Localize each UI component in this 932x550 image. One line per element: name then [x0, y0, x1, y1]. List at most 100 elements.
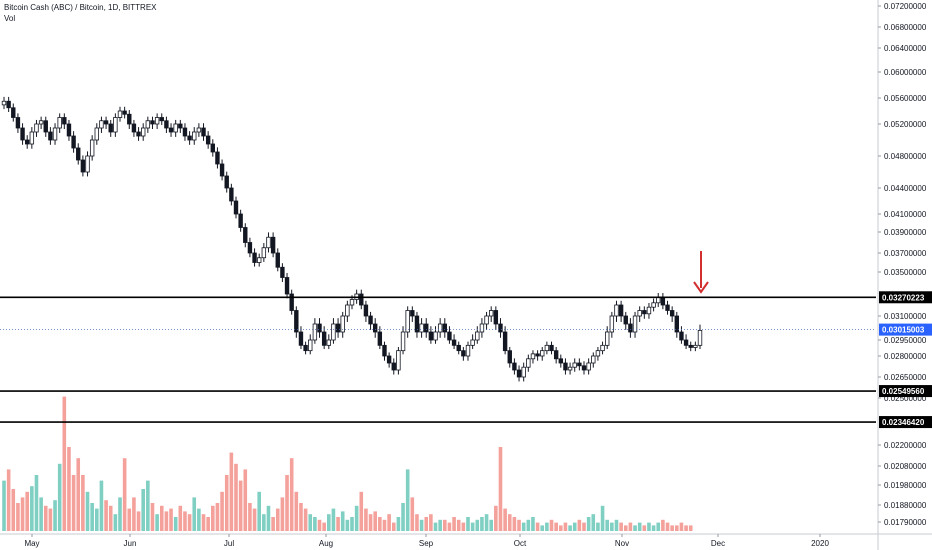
candle [29, 127, 35, 149]
candle [103, 116, 109, 129]
candle [614, 300, 619, 322]
volume-bar [285, 475, 289, 531]
volume-bar [224, 475, 229, 531]
candle-body [308, 339, 313, 352]
candle-body [530, 353, 536, 360]
candle [331, 318, 336, 344]
volume-bar [475, 519, 480, 531]
candle [150, 116, 155, 129]
candle-body [205, 135, 211, 145]
candle [261, 243, 267, 262]
candle [502, 326, 508, 355]
volume-bar [43, 505, 48, 531]
y-tick-label: 0.02950000 [884, 336, 927, 345]
volume-bar [108, 505, 113, 531]
candle-body [651, 302, 656, 308]
candle [447, 326, 452, 344]
candle [76, 143, 81, 165]
volume-bar [350, 517, 354, 531]
candle [48, 127, 53, 145]
level-tag [879, 291, 932, 304]
volume-bar [169, 508, 173, 531]
candle-body [71, 135, 76, 149]
candle-body [605, 331, 610, 346]
candle [437, 318, 443, 338]
candle [335, 318, 341, 338]
candle-body [20, 127, 25, 141]
candle-body [465, 344, 471, 357]
y-tick-label: 0.05200000 [884, 120, 927, 129]
y-tick-label: 0.03500000 [884, 268, 927, 277]
volume-bar [415, 514, 419, 531]
candle-body [345, 304, 350, 317]
volume-bar [354, 505, 359, 531]
volume-bar [71, 475, 76, 531]
volume-bar [34, 475, 39, 531]
candle-body [688, 344, 693, 348]
candle [558, 354, 563, 368]
candle-body [581, 365, 587, 371]
arrow-head [693, 281, 709, 294]
candle [57, 113, 62, 133]
candle-body [391, 362, 396, 371]
candle [270, 232, 276, 258]
volume-bar [531, 517, 535, 531]
candle-body [284, 277, 290, 295]
volume-bar [299, 503, 303, 531]
candle-body [43, 120, 48, 133]
candle [256, 253, 262, 267]
candle-body [410, 310, 415, 317]
candle-body [669, 310, 675, 317]
candle-body [168, 127, 174, 133]
chart-title: Bitcoin Cash (ABC) / Bitcoin, 1D, BITTRE… [4, 3, 157, 12]
annotation-arrow [693, 251, 709, 294]
candle [586, 358, 591, 375]
candle-body [89, 139, 95, 157]
candle [89, 135, 95, 161]
candle-body [618, 304, 624, 317]
y-tick-label: 0.03900000 [884, 228, 927, 237]
volume-bar [220, 491, 224, 531]
candle-body [414, 315, 420, 333]
candle-body [1, 100, 7, 106]
volume-bar [507, 514, 512, 531]
candle-body [122, 110, 127, 115]
candle-body [405, 310, 410, 333]
candle [312, 318, 318, 344]
volume-bar [600, 505, 605, 531]
volume-bar [340, 511, 345, 531]
volume-bar [456, 519, 461, 531]
candle [178, 119, 183, 133]
volume-bar [582, 522, 586, 531]
candle [201, 123, 206, 141]
candle [516, 365, 522, 382]
candle-body [632, 315, 638, 333]
volume-bar [586, 517, 591, 531]
volume-bar [364, 508, 368, 531]
volume-bar [489, 519, 493, 531]
candle [442, 318, 447, 338]
candle [66, 119, 72, 141]
volume-bar [67, 447, 71, 531]
candle-body [127, 113, 132, 125]
candle-body [321, 331, 327, 346]
candle [173, 119, 178, 137]
candle [131, 119, 137, 137]
candle [377, 326, 383, 350]
candle-body [256, 257, 262, 263]
candle [252, 248, 257, 267]
candle [484, 311, 489, 330]
candle [321, 326, 327, 350]
candle-body [437, 323, 443, 333]
candle-body [553, 350, 559, 360]
volume-bar [405, 469, 410, 531]
volume-bar [647, 522, 651, 531]
candle-body [433, 331, 438, 341]
candle-body [335, 323, 341, 333]
volume-bar [494, 505, 498, 531]
candle [693, 341, 698, 352]
volume-bar [215, 503, 220, 531]
candle [233, 196, 239, 219]
